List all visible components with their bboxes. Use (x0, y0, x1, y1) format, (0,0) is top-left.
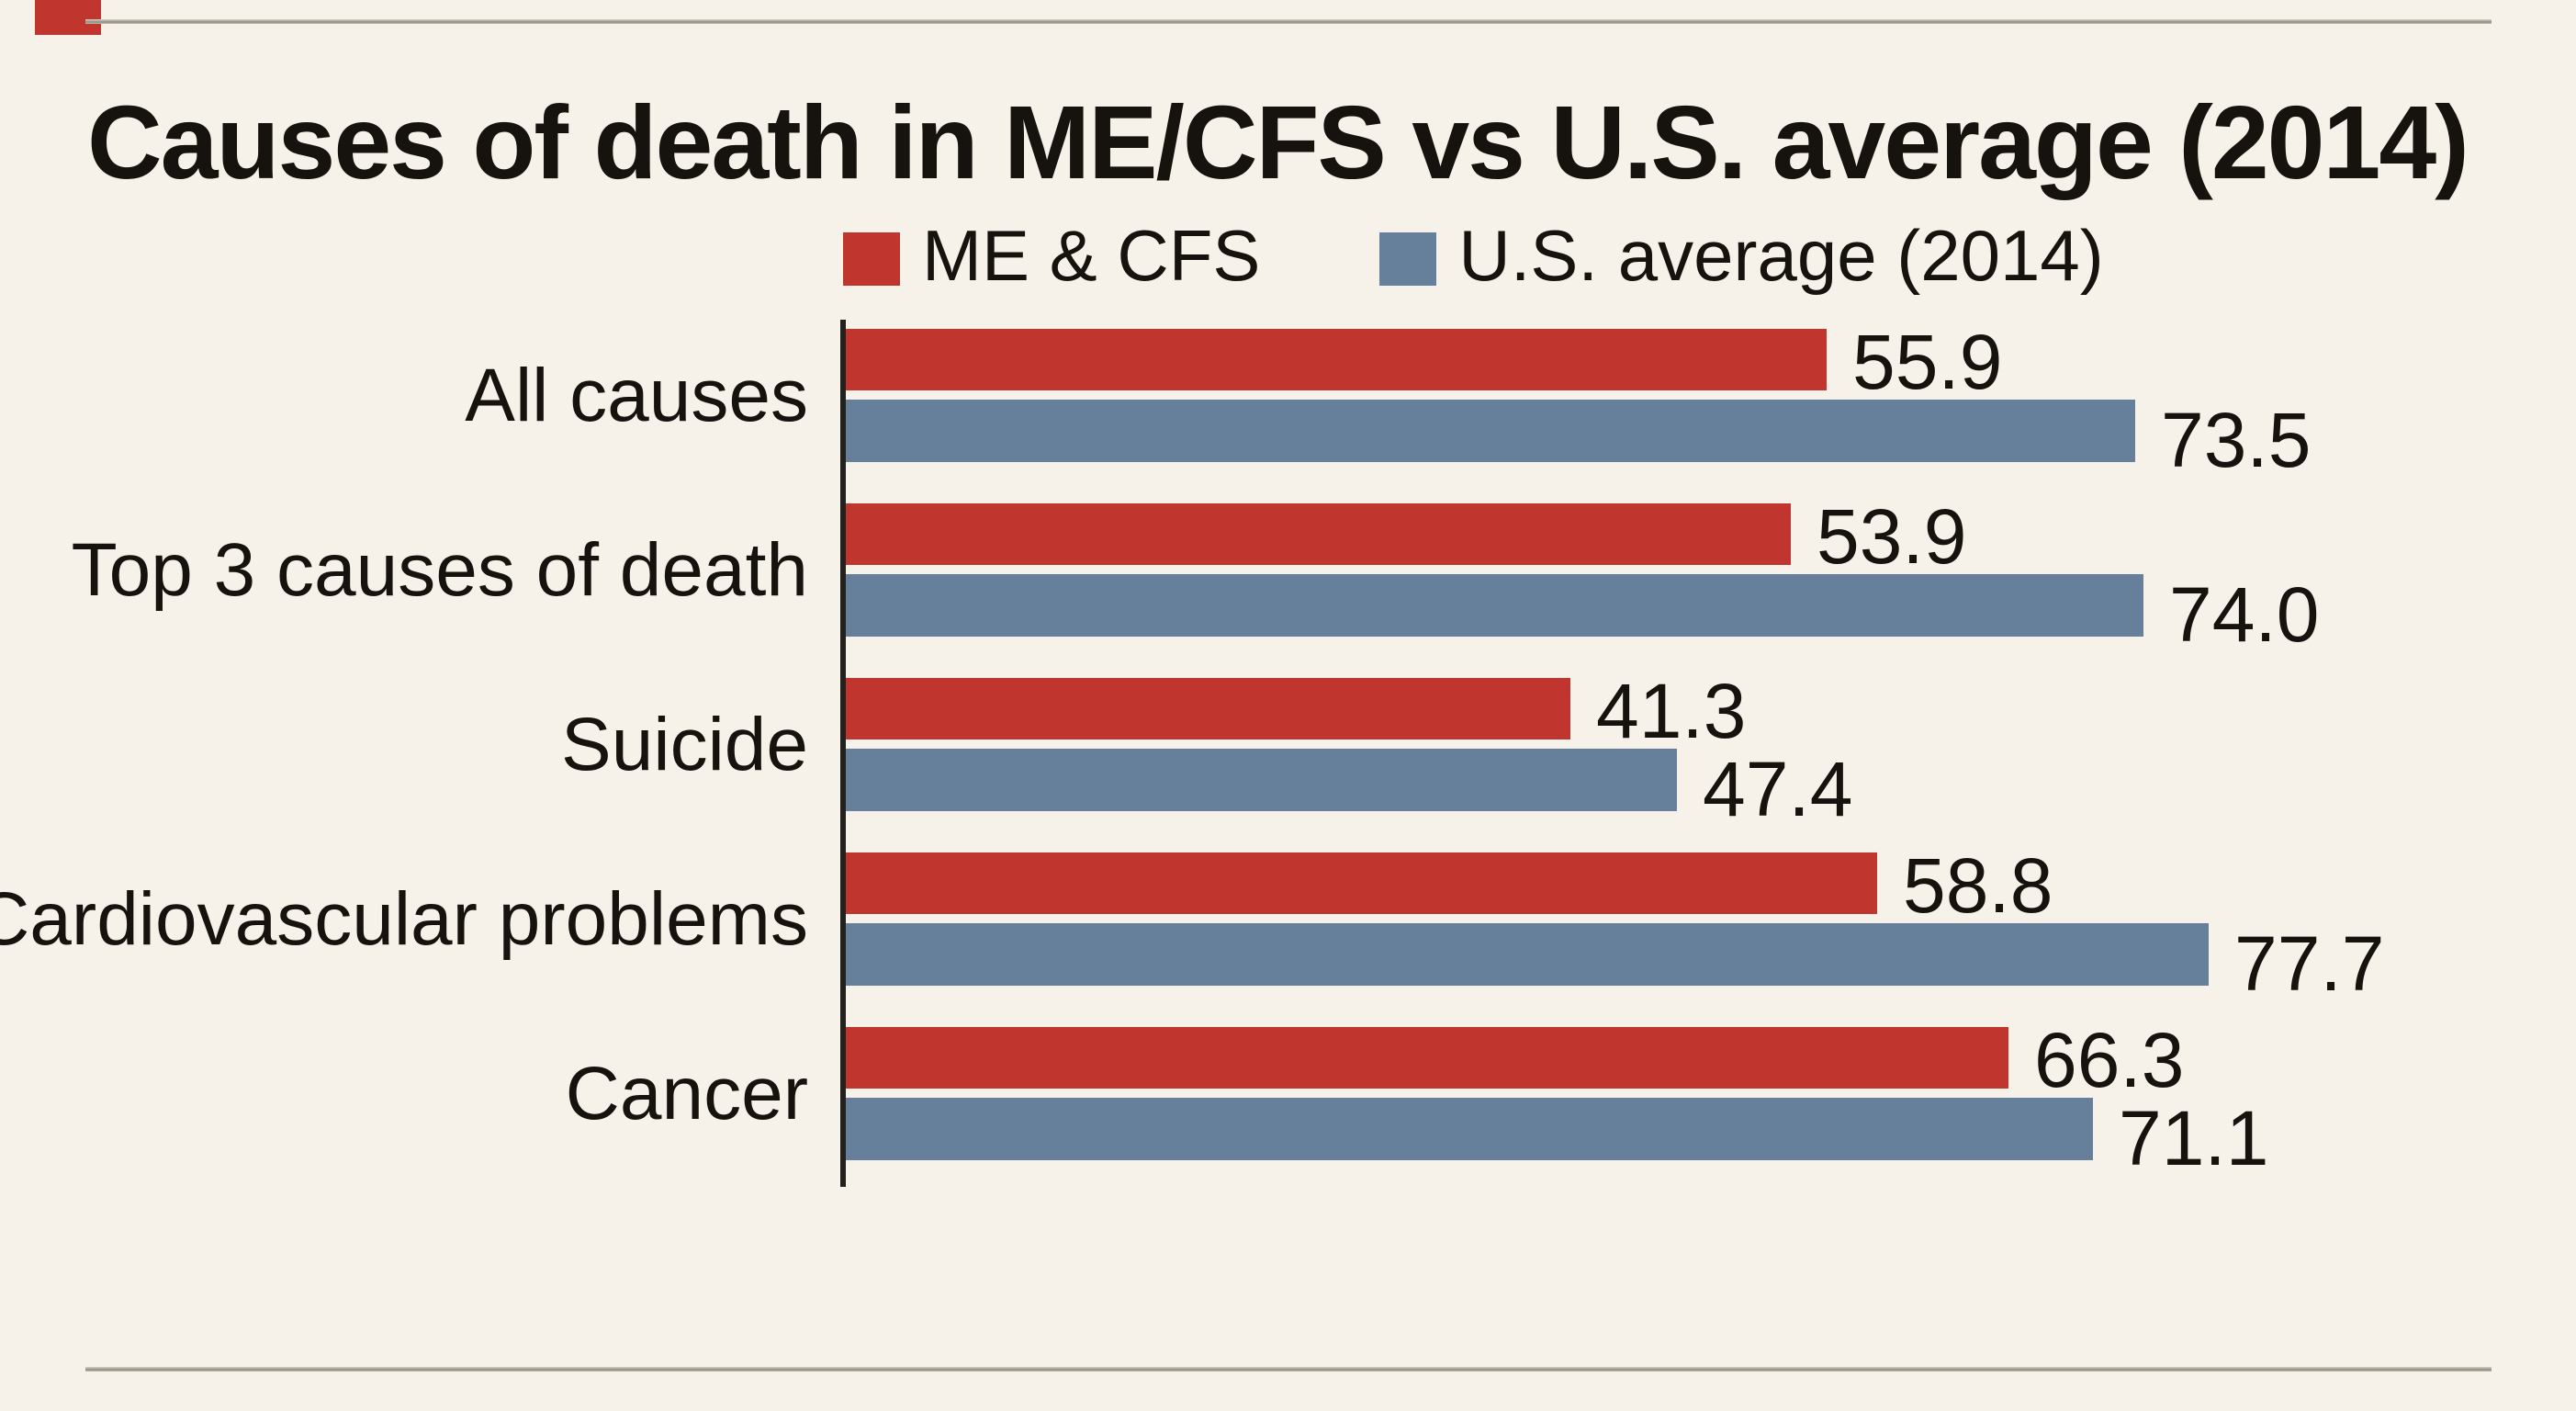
bar-value-label: 58.8 (1903, 841, 2053, 929)
me-cfs-bar (846, 1027, 2008, 1089)
y-axis-line (840, 320, 846, 1187)
bar-value-label: 66.3 (2034, 1016, 2185, 1103)
us-average-bar (846, 923, 2209, 986)
us-average-bar (846, 574, 2143, 637)
category-label: Cardiovascular problems (0, 877, 808, 961)
me-cfs-bar (846, 852, 1877, 914)
bar-value-label: 41.3 (1596, 667, 1747, 754)
us-average-bar (846, 400, 2135, 462)
legend-item-me-cfs: ME & CFS (843, 215, 1261, 296)
bar-value-label: 47.4 (1703, 746, 1853, 832)
bottom-rule (85, 1367, 2492, 1371)
me-cfs-bar (846, 503, 1791, 565)
category-label: Suicide (561, 703, 808, 786)
legend-swatch-icon (1379, 232, 1437, 286)
red-corner-mark (35, 0, 101, 35)
category-label: All causes (465, 354, 808, 437)
category-label: Cancer (565, 1052, 808, 1135)
bar-value-label: 55.9 (1852, 318, 2003, 405)
legend-label: ME & CFS (922, 215, 1261, 296)
chart-legend: ME & CFS U.S. average (2014) (843, 215, 2104, 296)
bar-value-label: 73.5 (2161, 397, 2312, 483)
bar-value-label: 74.0 (2169, 571, 2320, 658)
us-average-bar (846, 1098, 2093, 1160)
chart-title: Causes of death in ME/CFS vs U.S. averag… (87, 85, 2469, 200)
us-average-bar (846, 749, 1677, 811)
legend-label: U.S. average (2014) (1458, 215, 2104, 296)
category-label: Top 3 causes of death (71, 528, 808, 612)
bar-value-label: 77.7 (2234, 920, 2385, 1007)
me-cfs-bar (846, 678, 1570, 739)
top-rule (85, 19, 2492, 24)
bar-value-label: 71.1 (2119, 1095, 2269, 1181)
legend-swatch-icon (843, 232, 900, 286)
me-cfs-bar (846, 329, 1827, 390)
legend-item-us-average: U.S. average (2014) (1379, 215, 2104, 296)
bar-value-label: 53.9 (1817, 492, 1967, 580)
